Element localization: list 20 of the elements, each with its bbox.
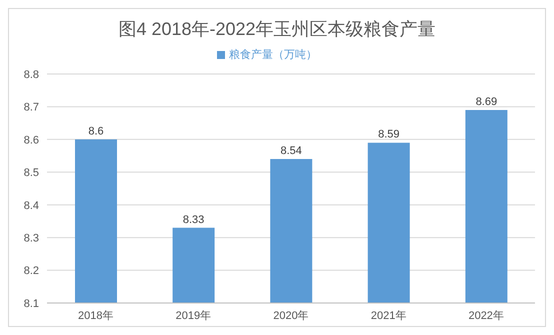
y-tick-label: 8.4 xyxy=(24,200,39,212)
chart-title: 图4 2018年-2022年玉州区本级粮食产量 xyxy=(117,18,437,41)
data-label: 8.33 xyxy=(182,214,204,226)
legend-label: 粮食产量（万吨） xyxy=(229,49,317,61)
x-tick-label: 2020年 xyxy=(273,310,309,322)
y-tick-label: 8.5 xyxy=(24,167,39,180)
x-tick-label: 2021年 xyxy=(370,310,406,322)
data-label: 8.69 xyxy=(476,96,498,108)
x-tick-label: 2018年 xyxy=(78,310,114,322)
x-tick-label: 2019年 xyxy=(176,310,212,322)
y-tick-label: 8.1 xyxy=(24,298,39,310)
y-tick-label: 8.6 xyxy=(24,134,39,146)
y-tick-label: 8.3 xyxy=(24,232,39,244)
data-label: 8.59 xyxy=(378,128,400,141)
x-tick-label: 2022年 xyxy=(468,310,504,322)
y-tick-label: 8.8 xyxy=(24,68,39,81)
data-label: 8.6 xyxy=(88,125,104,138)
y-tick-label: 8.2 xyxy=(24,265,39,278)
data-label: 8.54 xyxy=(280,145,302,158)
y-tick-label: 8.7 xyxy=(24,102,39,114)
